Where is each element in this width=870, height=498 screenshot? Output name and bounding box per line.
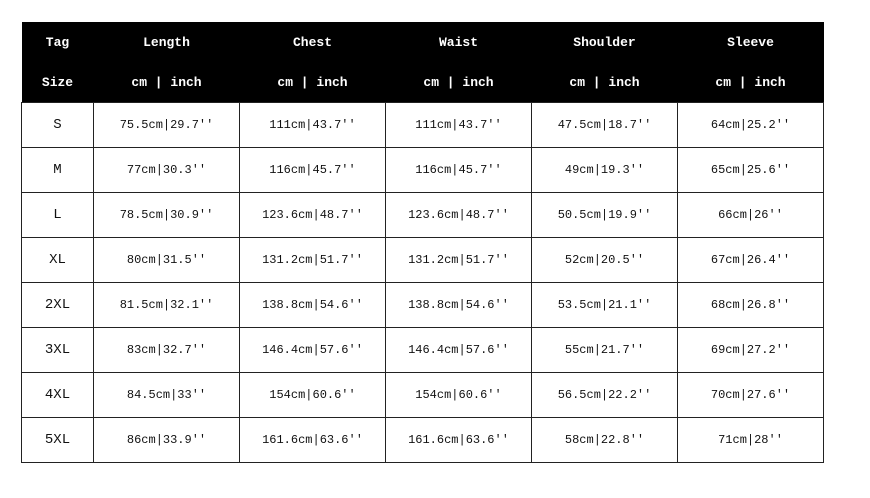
cell-sleeve: 71cm|28'' <box>677 417 824 463</box>
header-chest: Chest <box>292 34 332 50</box>
cell-tag: M <box>21 147 94 193</box>
cell-waist: 161.6cm|63.6'' <box>385 417 532 463</box>
cell-shoulder: 50.5cm|19.9'' <box>531 192 678 238</box>
cell-length: 80cm|31.5'' <box>93 237 240 283</box>
cell-tag: XL <box>21 237 94 283</box>
cell-sleeve: 67cm|26.4'' <box>677 237 824 283</box>
cell-length: 77cm|30.3'' <box>93 147 240 193</box>
header-waist: Waist <box>438 34 478 50</box>
cell-length: 86cm|33.9'' <box>93 417 240 463</box>
cell-chest: 161.6cm|63.6'' <box>239 417 386 463</box>
cell-tag: 2XL <box>21 282 94 328</box>
header-waist: cm | inch <box>423 74 494 90</box>
table-row: 4XL 84.5cm|33'' 154cm|60.6'' 154cm|60.6'' 56… <box>21 372 824 418</box>
cell-length: 78.5cm|30.9'' <box>93 192 240 238</box>
cell-chest: 111cm|43.7'' <box>239 102 386 148</box>
table-row: 3XL 83cm|32.7'' 146.4cm|57.6'' 146.4cm|57.6… <box>21 327 824 373</box>
cell-chest: 154cm|60.6'' <box>239 372 386 418</box>
cell-sleeve: 64cm|25.2'' <box>677 102 824 148</box>
header-row2: Size cm | inch cm | inch cm | inch cm | inch… <box>21 62 824 103</box>
cell-sleeve: 66cm|26'' <box>677 192 824 238</box>
cell-shoulder: 55cm|21.7'' <box>531 327 678 373</box>
table-header: Tag Length Chest Waist Shoulder Sleeve Size cm … <box>21 22 824 103</box>
header-sleeve: Sleeve <box>727 34 774 50</box>
cell-shoulder: 53.5cm|21.1'' <box>531 282 678 328</box>
cell-sleeve: 65cm|25.6'' <box>677 147 824 193</box>
cell-shoulder: 56.5cm|22.2'' <box>531 372 678 418</box>
header-sleeve: cm | inch <box>715 74 786 90</box>
cell-chest: 116cm|45.7'' <box>239 147 386 193</box>
cell-sleeve: 69cm|27.2'' <box>677 327 824 373</box>
header-tag: Size <box>41 74 74 90</box>
cell-tag: 3XL <box>21 327 94 373</box>
cell-chest: 146.4cm|57.6'' <box>239 327 386 373</box>
header-tag: Tag <box>45 34 70 50</box>
cell-shoulder: 52cm|20.5'' <box>531 237 678 283</box>
cell-waist: 111cm|43.7'' <box>385 102 532 148</box>
cell-chest: 123.6cm|48.7'' <box>239 192 386 238</box>
header-chest: cm | inch <box>277 74 348 90</box>
table-row: 2XL 81.5cm|32.1'' 138.8cm|54.6'' 138.8cm|54… <box>21 282 824 328</box>
cell-waist: 123.6cm|48.7'' <box>385 192 532 238</box>
cell-tag: L <box>21 192 94 238</box>
cell-length: 81.5cm|32.1'' <box>93 282 240 328</box>
table-row: L 78.5cm|30.9'' 123.6cm|48.7'' 123.6cm|48.7… <box>21 192 824 238</box>
header-length: Length <box>143 34 190 50</box>
header-row1: Tag Length Chest Waist Shoulder Sleeve <box>21 22 824 62</box>
cell-waist: 116cm|45.7'' <box>385 147 532 193</box>
cell-tag: S <box>21 102 94 148</box>
cell-tag: 4XL <box>21 372 94 418</box>
cell-shoulder: 47.5cm|18.7'' <box>531 102 678 148</box>
cell-length: 84.5cm|33'' <box>93 372 240 418</box>
header-shoulder: cm | inch <box>569 74 640 90</box>
cell-waist: 131.2cm|51.7'' <box>385 237 532 283</box>
cell-sleeve: 70cm|27.6'' <box>677 372 824 418</box>
cell-tag: 5XL <box>21 417 94 463</box>
cell-waist: 138.8cm|54.6'' <box>385 282 532 328</box>
table-row: XL 80cm|31.5'' 131.2cm|51.7'' 131.2cm|51.7'… <box>21 237 824 283</box>
header-shoulder: Shoulder <box>573 34 636 50</box>
cell-length: 83cm|32.7'' <box>93 327 240 373</box>
cell-chest: 138.8cm|54.6'' <box>239 282 386 328</box>
cell-waist: 146.4cm|57.6'' <box>385 327 532 373</box>
table-row: M 77cm|30.3'' 116cm|45.7'' 116cm|45.7'' 49cm… <box>21 147 824 193</box>
table-row: S 75.5cm|29.7'' 111cm|43.7'' 111cm|43.7'' 47… <box>21 102 824 148</box>
table-body: S 75.5cm|29.7'' 111cm|43.7'' 111cm|43.7'' 47… <box>21 102 824 463</box>
header-length: cm | inch <box>131 74 202 90</box>
cell-sleeve: 68cm|26.8'' <box>677 282 824 328</box>
cell-shoulder: 58cm|22.8'' <box>531 417 678 463</box>
cell-chest: 131.2cm|51.7'' <box>239 237 386 283</box>
size-chart-table: Tag Length Chest Waist Shoulder Sleeve Size cm … <box>21 22 824 463</box>
cell-length: 75.5cm|29.7'' <box>93 102 240 148</box>
cell-shoulder: 49cm|19.3'' <box>531 147 678 193</box>
table-row: 5XL 86cm|33.9'' 161.6cm|63.6'' 161.6cm|63.6… <box>21 417 824 463</box>
cell-waist: 154cm|60.6'' <box>385 372 532 418</box>
